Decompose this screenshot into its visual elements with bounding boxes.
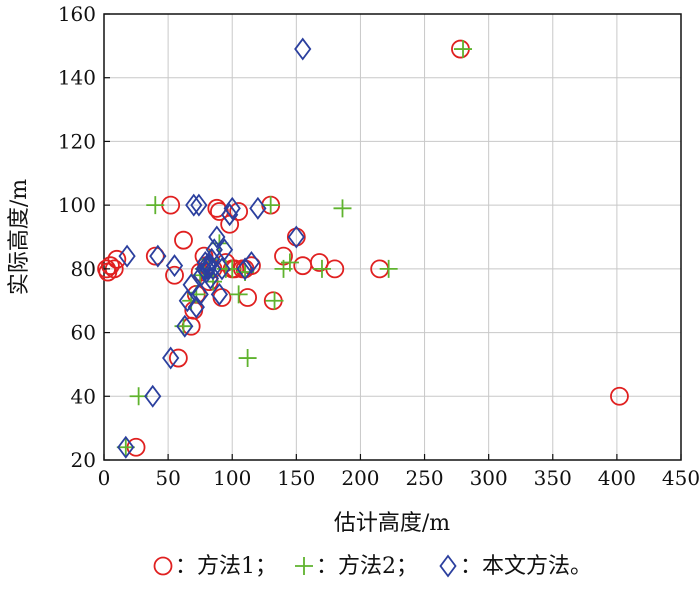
x-tick-label: 250: [405, 466, 443, 490]
legend-method1-marker: [153, 556, 173, 576]
proposed-method-point: [118, 244, 136, 268]
method2-point: [265, 291, 284, 310]
method2-point: [261, 196, 280, 215]
y-tick-label: 40: [71, 384, 96, 408]
method1-point: [168, 348, 188, 368]
method2-point: [146, 196, 165, 215]
method2-point: [116, 438, 135, 457]
y-tick-label: 100: [58, 193, 96, 217]
method2-point: [229, 285, 248, 304]
y-tick-label: 20: [71, 448, 96, 472]
method2-point: [312, 259, 331, 278]
method1-point: [238, 288, 258, 307]
method2-point: [333, 199, 352, 218]
proposed-method-point: [144, 384, 162, 408]
method1-point: [101, 256, 120, 276]
proposed-method-point: [176, 314, 194, 338]
method2-point: [379, 259, 398, 278]
proposed-method-point: [162, 346, 180, 370]
x-tick-label: 50: [155, 466, 180, 490]
plot-frame: [103, 13, 682, 461]
proposed-method-point: [208, 225, 226, 249]
proposed-method-point: [294, 37, 312, 61]
x-tick-label: 200: [341, 466, 379, 490]
proposed-method-point: [190, 193, 208, 217]
proposed-method-point: [223, 196, 241, 220]
method1-point: [242, 256, 261, 276]
x-tick-label: 150: [277, 466, 315, 490]
method1-point: [610, 386, 629, 406]
proposed-method-point: [149, 244, 167, 268]
proposed-method-point: [236, 257, 254, 281]
legend-label: ：方法1；: [175, 554, 277, 579]
proposed-method-point: [196, 250, 214, 274]
axis-ticks: 0 50 100 150 200 250 300 350 400 450 20 40 60 80 100 12…: [58, 2, 700, 490]
legend-label: ：方法2；: [316, 554, 418, 579]
legend-label: ：本文方法。: [460, 554, 592, 579]
legend-method2-marker: [295, 557, 313, 575]
y-tick-label: 160: [58, 2, 96, 26]
proposed-method-point: [215, 238, 234, 262]
y-tick-label: 120: [58, 129, 96, 153]
proposed-method-point: [117, 435, 135, 459]
x-axis-title: 估计高度/m: [334, 511, 450, 536]
method2-points: [116, 40, 473, 457]
method2-point: [238, 349, 257, 368]
method1-point: [229, 202, 249, 221]
x-tick-label: 350: [534, 466, 572, 490]
proposed-method-point: [200, 254, 218, 278]
y-axis-title: 实际高度/m: [7, 179, 32, 295]
proposed-method-point: [178, 289, 196, 313]
legend-proposed-method-marker: [439, 554, 457, 578]
proposed-method-point: [221, 203, 239, 227]
legend-item: ：本文方法。: [439, 554, 592, 579]
legend-item: ：方法1；: [153, 554, 277, 579]
proposed-method-point: [213, 257, 231, 281]
method1-point: [212, 288, 232, 307]
legend-item: ：方法2；: [295, 554, 418, 579]
x-tick-label: 300: [470, 466, 508, 490]
method1-point: [145, 246, 165, 266]
method2-point: [454, 40, 473, 59]
proposed-method-point: [191, 282, 209, 306]
method1-point: [165, 265, 184, 285]
y-tick-label: 140: [58, 66, 96, 90]
x-tick-label: 450: [662, 466, 700, 490]
method1-point: [107, 249, 127, 269]
x-tick-label: 400: [598, 466, 636, 490]
proposed-method-point: [249, 196, 267, 220]
proposed-method-points: [117, 37, 312, 459]
y-tick-label: 80: [71, 257, 96, 281]
proposed-method-point: [210, 282, 229, 306]
method2-point: [280, 253, 299, 272]
proposed-method-point: [182, 273, 200, 297]
data-points: [97, 37, 629, 459]
y-tick-label: 60: [71, 321, 96, 345]
method1-point: [174, 230, 193, 250]
proposed-method-point: [165, 254, 184, 278]
proposed-method-point: [242, 250, 261, 274]
x-tick-label: 0: [98, 466, 111, 490]
legend: ：方法1； ：方法2； ：本文方法。: [153, 554, 592, 579]
proposed-method-point: [287, 225, 305, 249]
proposed-method-point: [185, 193, 203, 217]
method1-points: [97, 39, 629, 457]
x-tick-label: 100: [213, 466, 251, 490]
